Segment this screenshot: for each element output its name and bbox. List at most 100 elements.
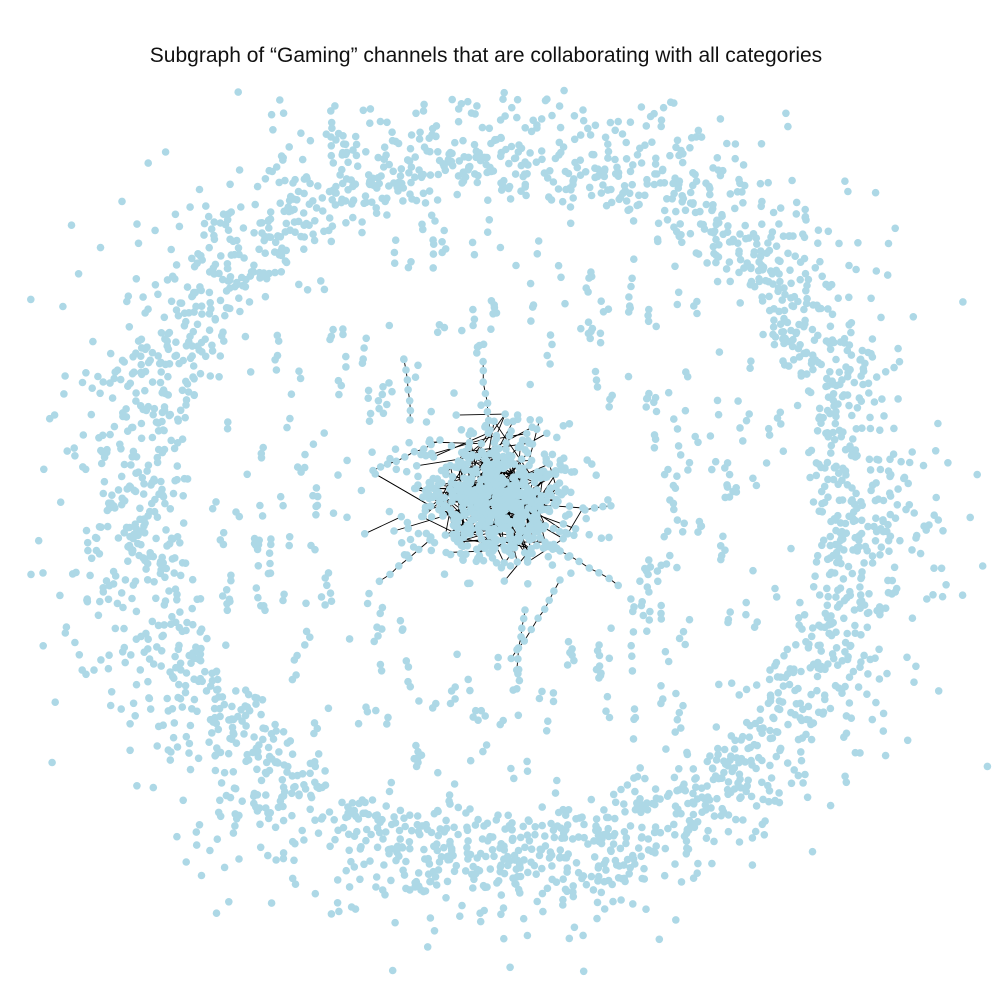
graph-node — [307, 791, 315, 800]
graph-node — [404, 386, 412, 394]
graph-node — [745, 410, 753, 418]
graph-node — [752, 481, 761, 490]
graph-node — [575, 557, 583, 566]
graph-node — [338, 798, 346, 807]
graph-node — [690, 823, 699, 832]
graph-node — [219, 210, 228, 218]
graph-node — [851, 621, 859, 630]
graph-node — [643, 180, 651, 188]
graph-node — [540, 605, 549, 613]
graph-node — [799, 779, 807, 787]
graph-node — [638, 804, 646, 813]
graph-node — [327, 151, 336, 160]
graph-node — [826, 322, 835, 331]
graph-node — [478, 123, 487, 132]
graph-node — [973, 470, 981, 479]
graph-node — [161, 499, 169, 508]
graph-node — [602, 830, 611, 838]
graph-node — [264, 216, 273, 225]
graph-node — [185, 338, 193, 346]
graph-node — [180, 322, 189, 330]
graph-node — [122, 405, 130, 413]
graph-node — [481, 466, 490, 474]
graph-node — [110, 422, 119, 431]
graph-node — [641, 564, 649, 573]
graph-node — [813, 301, 821, 310]
graph-node — [143, 467, 151, 475]
graph-node — [611, 814, 619, 823]
graph-node — [131, 577, 140, 586]
graph-node — [257, 710, 265, 719]
graph-node — [74, 270, 83, 278]
graph-node — [468, 492, 476, 500]
graph-node — [402, 857, 410, 866]
graph-node — [881, 368, 890, 376]
graph-node — [769, 330, 777, 339]
graph-node — [743, 782, 751, 790]
graph-node — [658, 166, 667, 175]
graph-node — [103, 445, 111, 454]
graph-node — [285, 143, 294, 151]
graph-node — [740, 264, 748, 272]
graph-node — [812, 558, 821, 566]
graph-node — [290, 656, 299, 664]
graph-node — [839, 464, 847, 473]
graph-node — [823, 458, 832, 467]
graph-node — [319, 207, 327, 215]
graph-node — [860, 559, 868, 567]
graph-node — [168, 612, 176, 621]
graph-node — [303, 286, 312, 294]
graph-node — [750, 623, 759, 631]
graph-node — [626, 304, 634, 312]
graph-node — [747, 792, 756, 801]
graph-node — [570, 531, 578, 540]
graph-node — [628, 274, 636, 283]
graph-node — [666, 151, 674, 160]
graph-node — [796, 699, 805, 708]
graph-node — [182, 377, 190, 386]
graph-node — [544, 506, 553, 515]
graph-node — [144, 635, 152, 643]
graph-node — [630, 255, 638, 263]
graph-node — [770, 305, 778, 313]
graph-node — [176, 539, 184, 547]
graph-node — [846, 445, 854, 453]
graph-node — [821, 609, 830, 618]
graph-node — [938, 592, 947, 601]
graph-node — [602, 707, 610, 715]
graph-node — [190, 262, 199, 271]
graph-node — [178, 559, 187, 567]
graph-node — [519, 822, 527, 831]
graph-node — [515, 676, 524, 685]
graph-node — [523, 429, 531, 438]
graph-node — [306, 633, 314, 641]
graph-node — [717, 555, 725, 564]
graph-node — [386, 570, 394, 579]
graph-edge — [495, 413, 506, 436]
graph-node — [832, 407, 840, 416]
graph-node — [262, 804, 270, 812]
graph-node — [550, 587, 558, 595]
graph-node — [517, 144, 526, 153]
graph-node — [250, 733, 258, 741]
graph-node — [289, 179, 297, 187]
graph-node — [483, 399, 492, 408]
graph-node — [321, 767, 329, 775]
graph-node — [622, 839, 630, 848]
graph-node — [365, 417, 374, 426]
graph-node — [736, 794, 744, 803]
graph-node — [549, 697, 558, 706]
graph-node — [106, 430, 114, 439]
graph-node — [850, 378, 859, 387]
graph-node — [548, 111, 556, 120]
graph-node — [637, 852, 645, 861]
graph-node — [538, 864, 546, 873]
graph-node — [714, 750, 722, 759]
graph-node — [843, 655, 852, 664]
graph-node — [211, 695, 219, 703]
graph-node — [392, 465, 401, 474]
graph-node — [756, 247, 765, 255]
graph-node — [884, 576, 892, 585]
graph-node — [657, 609, 665, 618]
